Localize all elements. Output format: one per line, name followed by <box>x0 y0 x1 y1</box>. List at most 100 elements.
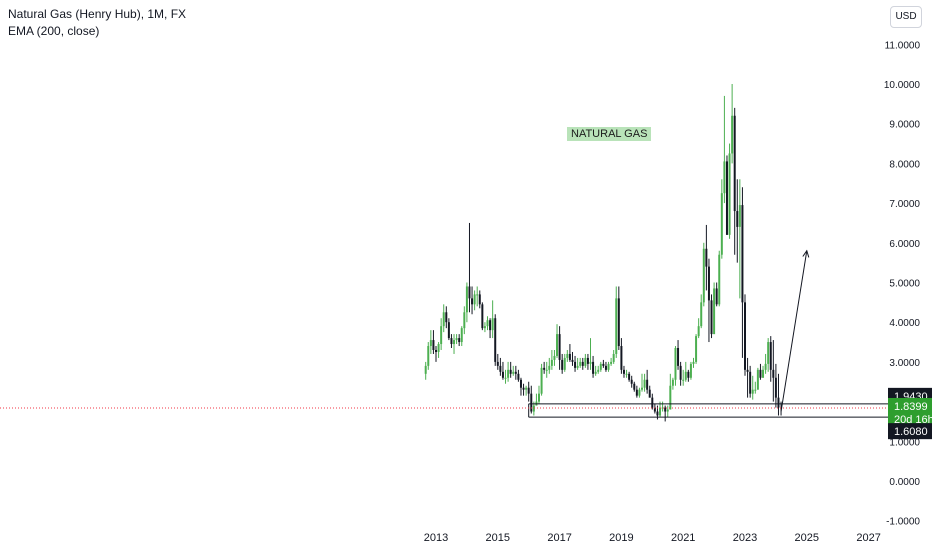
candle <box>550 349 553 370</box>
y-tick-label: -1.0000 <box>886 517 920 528</box>
candle-body <box>692 361 695 364</box>
candle-body <box>777 397 780 408</box>
candle-body <box>695 336 698 362</box>
candle <box>682 369 685 386</box>
candle-body <box>594 371 597 374</box>
x-tick-label: 2021 <box>671 532 695 544</box>
candle-body <box>517 373 520 380</box>
candle-body <box>723 161 726 194</box>
candle-body <box>697 326 700 337</box>
candle-body <box>741 205 744 303</box>
y-tick-label: 9.0000 <box>889 120 920 131</box>
candle-body <box>664 407 667 412</box>
y-tick-label: 11.0000 <box>885 40 921 51</box>
candle-body <box>437 344 440 352</box>
candle-body <box>504 377 507 379</box>
candle-body <box>586 357 589 364</box>
x-tick-label: 2023 <box>733 532 757 544</box>
candle <box>671 377 674 390</box>
arrow-layer <box>780 249 810 412</box>
candle-body <box>689 363 692 378</box>
candle-body <box>625 373 628 375</box>
candle <box>617 286 620 350</box>
candle-body <box>769 342 772 370</box>
candle-body <box>646 379 649 390</box>
candle-body <box>707 266 710 301</box>
candle <box>514 365 517 380</box>
levels-layer <box>0 403 888 418</box>
candle-body <box>674 348 677 380</box>
candle-body <box>643 379 646 388</box>
candle-body <box>458 338 461 343</box>
candle <box>710 294 713 339</box>
candle-body <box>628 373 631 380</box>
candle <box>602 359 605 368</box>
candle-body <box>705 248 708 267</box>
candle <box>772 340 775 402</box>
candle <box>612 349 615 364</box>
candle-body <box>563 357 566 370</box>
candle <box>641 373 643 392</box>
candle-body <box>702 248 705 303</box>
candle <box>767 338 770 372</box>
candle-body <box>483 326 486 329</box>
candle-body <box>486 320 489 327</box>
candle <box>625 369 628 378</box>
candle-body <box>432 340 435 350</box>
candle <box>597 365 600 374</box>
candle <box>440 318 443 350</box>
candle-body <box>738 205 741 227</box>
candle <box>507 361 510 382</box>
candle-body <box>762 369 765 378</box>
candle-body <box>463 312 466 329</box>
candle-body <box>489 320 492 331</box>
candle-body <box>574 361 577 368</box>
candle <box>697 318 700 339</box>
candle-body <box>656 411 659 416</box>
y-tick-label: 0.0000 <box>889 477 920 488</box>
candle-body <box>429 340 432 347</box>
candle-body <box>710 300 713 335</box>
candle <box>695 334 698 364</box>
x-tick-label: 2027 <box>856 532 880 544</box>
candle <box>494 314 497 366</box>
candle <box>473 290 476 311</box>
candle <box>674 346 677 386</box>
candle <box>713 282 716 335</box>
candle <box>574 355 577 372</box>
candle-body <box>442 312 445 327</box>
candle-body <box>465 286 468 313</box>
candle-body <box>607 363 610 370</box>
candle-body <box>455 338 458 341</box>
candle <box>720 179 723 259</box>
candle-body <box>651 397 654 408</box>
candle-body <box>509 369 512 374</box>
candle-body <box>774 377 777 398</box>
candle-body <box>604 365 607 370</box>
candle-body <box>620 346 623 370</box>
candle-body <box>550 359 553 366</box>
candle-body <box>571 359 574 362</box>
candle <box>525 385 528 396</box>
candle <box>453 334 456 354</box>
candle-body <box>514 371 517 374</box>
candle <box>586 353 589 370</box>
candle <box>429 330 432 354</box>
candle <box>651 393 654 410</box>
candle <box>692 357 695 368</box>
candle-body <box>597 369 600 372</box>
candle-body <box>548 365 551 370</box>
candle <box>445 306 448 329</box>
candle <box>471 286 474 315</box>
indicator-label: EMA (200, close) <box>8 24 100 38</box>
currency-button[interactable]: USD <box>890 6 922 28</box>
candle-body <box>682 379 685 381</box>
y-tick-label: 10.0000 <box>884 80 921 91</box>
y-tick-label: 3.0000 <box>889 358 920 369</box>
candle <box>589 338 592 370</box>
candle-body <box>679 365 682 380</box>
candle <box>447 318 450 341</box>
candle-body <box>602 363 605 366</box>
candle <box>455 334 458 345</box>
